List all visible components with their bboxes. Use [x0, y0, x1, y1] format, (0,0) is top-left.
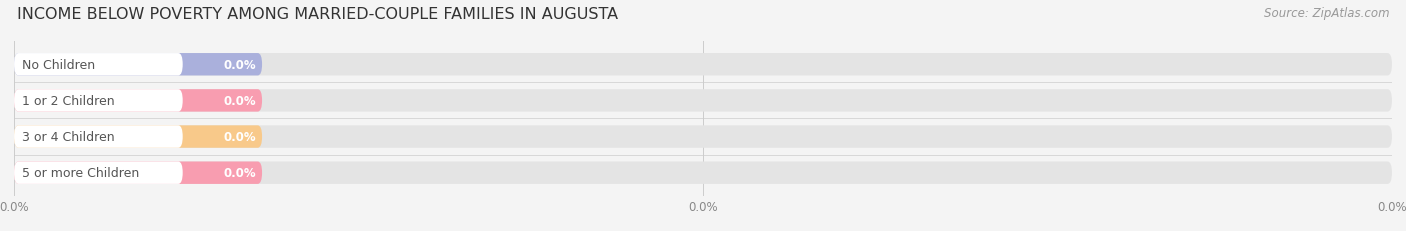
Text: No Children: No Children [22, 58, 96, 71]
FancyBboxPatch shape [14, 126, 1392, 148]
FancyBboxPatch shape [14, 54, 262, 76]
Text: 3 or 4 Children: 3 or 4 Children [22, 131, 115, 143]
Text: 0.0%: 0.0% [224, 94, 256, 107]
FancyBboxPatch shape [14, 126, 183, 148]
Text: 0.0%: 0.0% [224, 167, 256, 179]
FancyBboxPatch shape [14, 162, 183, 184]
FancyBboxPatch shape [14, 90, 262, 112]
Text: INCOME BELOW POVERTY AMONG MARRIED-COUPLE FAMILIES IN AUGUSTA: INCOME BELOW POVERTY AMONG MARRIED-COUPL… [17, 7, 619, 22]
Text: 0.0%: 0.0% [224, 131, 256, 143]
FancyBboxPatch shape [14, 90, 183, 112]
FancyBboxPatch shape [14, 54, 1392, 76]
Text: 1 or 2 Children: 1 or 2 Children [22, 94, 115, 107]
FancyBboxPatch shape [14, 90, 183, 112]
FancyBboxPatch shape [14, 162, 183, 184]
FancyBboxPatch shape [14, 162, 262, 184]
Text: 0.0%: 0.0% [224, 58, 256, 71]
FancyBboxPatch shape [14, 90, 1392, 112]
FancyBboxPatch shape [14, 54, 183, 76]
FancyBboxPatch shape [14, 54, 183, 76]
FancyBboxPatch shape [14, 126, 183, 148]
Text: 5 or more Children: 5 or more Children [22, 167, 139, 179]
FancyBboxPatch shape [14, 126, 262, 148]
FancyBboxPatch shape [14, 162, 1392, 184]
Text: Source: ZipAtlas.com: Source: ZipAtlas.com [1264, 7, 1389, 20]
